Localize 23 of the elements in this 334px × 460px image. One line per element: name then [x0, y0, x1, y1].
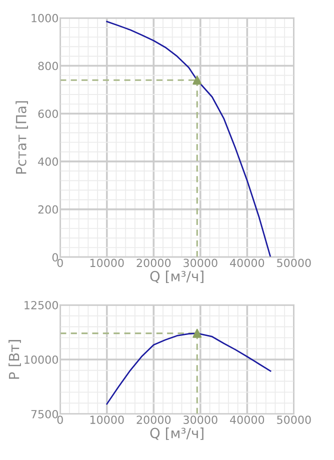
x-tick-label: 30000 — [184, 258, 218, 268]
y-tick-label: 600 — [38, 110, 58, 118]
y-tick-label: 10000 — [24, 355, 58, 364]
y-tick-label: 1000 — [32, 14, 58, 22]
x-tick-label: 40000 — [230, 258, 264, 268]
x-tick-label: 10000 — [90, 258, 124, 268]
x-tick-label: 20000 — [136, 416, 171, 424]
x-axis-title: Q [м³/ч] — [150, 428, 204, 440]
y-tick-label: 7500 — [31, 410, 58, 418]
x-axis-title: Q [м³/ч] — [150, 270, 204, 284]
y-tick-label: 0 — [52, 253, 58, 262]
x-tick-label: 10000 — [90, 416, 124, 424]
y-axis-title: Pстат [Па] — [16, 101, 28, 174]
y-tick-label: 200 — [38, 205, 58, 214]
x-tick-label: 50000 — [277, 416, 311, 424]
y-tick-label: 12500 — [24, 300, 58, 310]
x-tick-label: 40000 — [230, 416, 264, 424]
x-tick-label: 20000 — [136, 258, 171, 268]
x-tick-label: 50000 — [277, 258, 311, 268]
y-axis-title: P [Вт] — [8, 340, 21, 379]
y-tick-label: 800 — [38, 62, 58, 70]
y-tick-label: 400 — [38, 157, 58, 166]
x-tick-label: 30000 — [184, 416, 218, 424]
